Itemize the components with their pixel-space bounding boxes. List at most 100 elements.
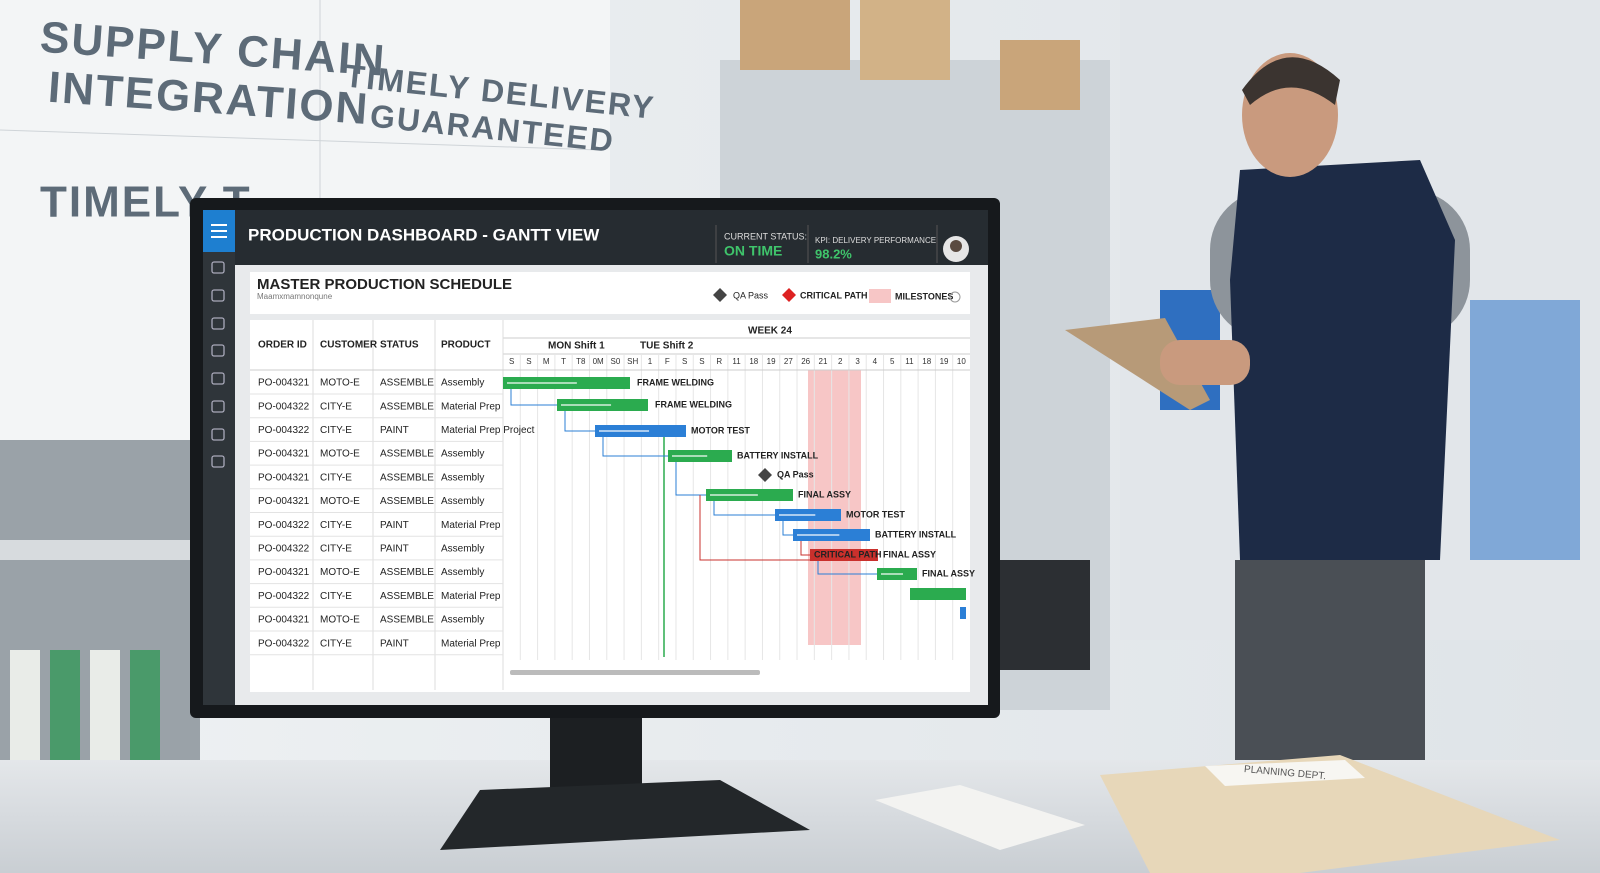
cell: Assembly [441,472,484,483]
cell: Assembly [441,544,484,555]
help-icon[interactable] [949,291,961,303]
notepad [875,785,1085,850]
status-value: ON TIME [724,243,782,259]
day-label: 18 [749,357,758,366]
task-progress [672,455,708,457]
worker [1065,53,1470,860]
legend-diamond [713,288,727,302]
legend-diamond [782,288,796,302]
dependency-arrow [510,389,557,406]
day-label: 18 [922,357,931,366]
legend-item: MILESTONES [895,291,953,301]
dependency-arrow [699,495,810,561]
dependency-arrow [564,411,595,432]
cell: Assembly [441,378,484,389]
column-header: STATUS [380,340,419,351]
task-progress [561,404,612,406]
day-label: S [699,357,704,366]
day-label: R [716,357,722,366]
cell: ASSEMBLE [380,591,434,602]
menu-icon [211,230,227,232]
day-label: 11 [905,357,914,366]
task-bar [910,588,966,600]
cell: MOTO-E [320,449,360,460]
cell: PO-004321 [258,378,310,389]
day-label: 3 [855,357,860,366]
dependency-arrow [782,521,793,536]
cell: PO-004321 [258,472,310,483]
shift-label: TUE Shift 2 [640,341,694,352]
task-progress [797,534,840,536]
dependency-arrow [800,541,810,556]
day-label: 4 [873,357,878,366]
cell: MOTO-E [320,615,360,626]
kpi-value: 98.2% [815,246,852,261]
cell: Assembly [441,567,484,578]
nav-icon[interactable] [211,372,225,385]
task-label: BATTERY INSTALL [737,450,819,460]
cell: MOTO-E [320,378,360,389]
day-label: SH [627,357,638,366]
cell: PAINT [380,544,409,555]
kpi-label: KPI: DELIVERY PERFORMANCE [815,236,936,245]
legend-item: CRITICAL PATH [800,290,868,300]
day-label: T8 [576,357,586,366]
panel-header [250,272,970,314]
sidebar [203,210,235,705]
monitor-neck [550,705,642,790]
column-header: CUSTOMER [320,340,378,351]
nav-icon[interactable] [211,428,225,441]
task-progress [881,573,903,575]
task-label: FINAL ASSY [922,568,975,578]
cell: CITY-E [320,425,352,436]
cell: PO-004322 [258,425,310,436]
gantt-chart: FRAME WELDING FRAME WELDING MOTOR TEST BATT… [503,377,975,619]
day-label: 11 [732,357,741,366]
panel-subtitle: Maamxmamnonqune [257,292,333,301]
scrollbar[interactable] [510,670,760,675]
task-label: MOTOR TEST [691,425,750,435]
task-progress [710,494,758,496]
column-header: PRODUCT [441,340,490,351]
day-label: 5 [890,357,895,366]
day-label: 1 [648,357,653,366]
cell: CITY-E [320,520,352,531]
task-label: BATTERY INSTALL [875,529,957,539]
monitor-base [440,780,810,850]
cell: PO-004321 [258,615,310,626]
nav-icon[interactable] [211,400,225,413]
box [740,0,850,70]
milestone [758,468,772,482]
cell: CITY-E [320,401,352,412]
cell: PO-004322 [258,520,310,531]
header-bar [203,210,988,265]
nav-icon[interactable] [211,344,225,357]
task-label: FINAL ASSY [883,549,936,559]
day-label: F [665,357,670,366]
day-label: 2 [838,357,843,366]
menu-icon [211,224,227,226]
nav-icon[interactable] [211,317,225,330]
box [860,0,950,80]
vest [1230,160,1455,560]
nav-icon[interactable] [211,289,225,302]
task-label: MOTOR TEST [846,509,905,519]
task-progress [507,382,577,384]
cell: Assembly [441,615,484,626]
cell: Material Prep [441,591,501,602]
bin [1000,560,1090,670]
task-bar [810,549,878,561]
cell: PO-004322 [258,401,310,412]
task-label: FINAL ASSY [798,489,851,499]
cell: PAINT [380,425,409,436]
cell: Assembly [441,449,484,460]
status-label: CURRENT STATUS: [724,231,807,241]
cell: CITY-E [320,544,352,555]
nav-icon[interactable] [211,455,225,468]
dependency-arrow [713,501,775,516]
day-label: 10 [957,357,966,366]
nav-icon[interactable] [211,261,225,274]
cell: PO-004321 [258,567,310,578]
